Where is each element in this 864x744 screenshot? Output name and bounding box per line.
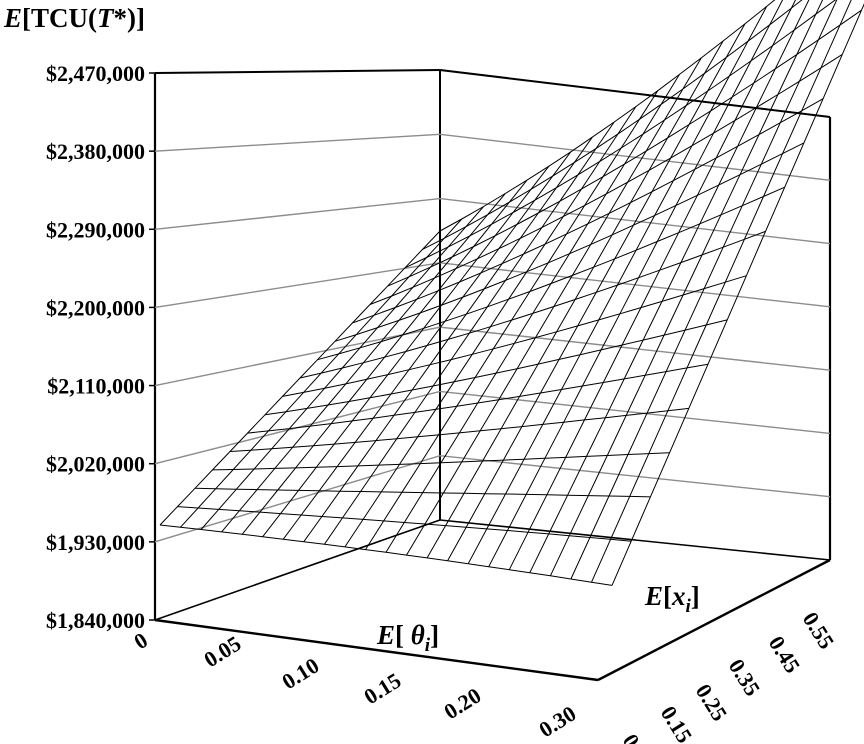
z-tick-label: $1,840,000 xyxy=(46,608,145,633)
z-tick-label: $2,290,000 xyxy=(46,217,145,242)
z-gridlines xyxy=(149,72,831,621)
mesh-line-x xyxy=(317,186,785,361)
mesh-line-theta xyxy=(611,3,864,586)
mesh-line-theta xyxy=(549,0,824,577)
x-axis-title: E[ θi] xyxy=(376,620,439,656)
y-tick-label: 0.35 xyxy=(724,654,766,700)
z-gridline xyxy=(154,390,831,465)
z-tick-label: $2,470,000 xyxy=(46,61,145,86)
mesh-line-x xyxy=(264,319,728,416)
z-gridline xyxy=(154,326,831,387)
x-tick-label: 0.30 xyxy=(534,701,580,743)
mesh-line-x xyxy=(159,524,613,586)
mesh-line-x xyxy=(229,407,689,452)
y-axis-title: E[xi] xyxy=(644,581,700,617)
mesh-line-x xyxy=(422,0,803,250)
z-tick-label: $2,380,000 xyxy=(46,139,145,164)
mesh-line-x xyxy=(247,363,709,434)
z-tick-label: $2,020,000 xyxy=(46,452,145,477)
mesh-line-x xyxy=(282,275,747,397)
floor-left-edge xyxy=(154,519,441,621)
y-tick-label: 0.25 xyxy=(691,679,733,725)
z-tick-label: $2,110,000 xyxy=(47,374,145,399)
mesh-line-x xyxy=(299,230,766,379)
y-tick-label: 0.45 xyxy=(764,631,806,677)
mesh-line-x xyxy=(194,487,651,498)
mesh-line-x xyxy=(212,452,670,471)
surface-mesh xyxy=(159,0,864,586)
y-axis-line xyxy=(597,558,831,682)
right-wall-top xyxy=(439,69,831,118)
z-tick-label: $1,930,000 xyxy=(46,530,145,555)
mesh-line-x xyxy=(369,53,843,305)
tick-labels: $1,840,000 $1,930,000 $2,020,000 $2,110,000… xyxy=(46,61,839,744)
x-tick-label: 0.05 xyxy=(199,631,245,673)
chart-walls xyxy=(153,69,832,682)
y-tick-label: 0.55 xyxy=(798,607,840,653)
y-tick-label: 0.15 xyxy=(656,701,698,744)
mesh-line-x xyxy=(177,506,632,542)
z-axis-title: E[TCU(T*)] xyxy=(3,3,145,33)
left-wall-top xyxy=(154,69,441,74)
x-tick-label: 0 xyxy=(129,627,152,654)
z-gridline xyxy=(154,197,831,245)
z-gridline xyxy=(154,133,831,181)
z-tick-label: $2,200,000 xyxy=(46,295,145,320)
mesh-line-theta xyxy=(508,0,797,570)
mesh-line-x xyxy=(352,98,824,324)
mesh-line-x xyxy=(404,0,837,269)
mesh-line-x xyxy=(387,9,862,287)
x-tick-label: 0.10 xyxy=(277,653,323,695)
y-tick-label: 0.05 xyxy=(618,729,660,744)
z-gridline xyxy=(154,455,831,543)
mesh-line-x xyxy=(439,0,776,232)
x-tick-label: 0.15 xyxy=(359,668,405,710)
floor-right-edge xyxy=(439,519,831,561)
mesh-line-theta xyxy=(591,0,852,583)
x-tick-label: 0.20 xyxy=(439,683,485,725)
mesh-line-x xyxy=(334,142,805,342)
x-axis-line xyxy=(154,618,599,682)
